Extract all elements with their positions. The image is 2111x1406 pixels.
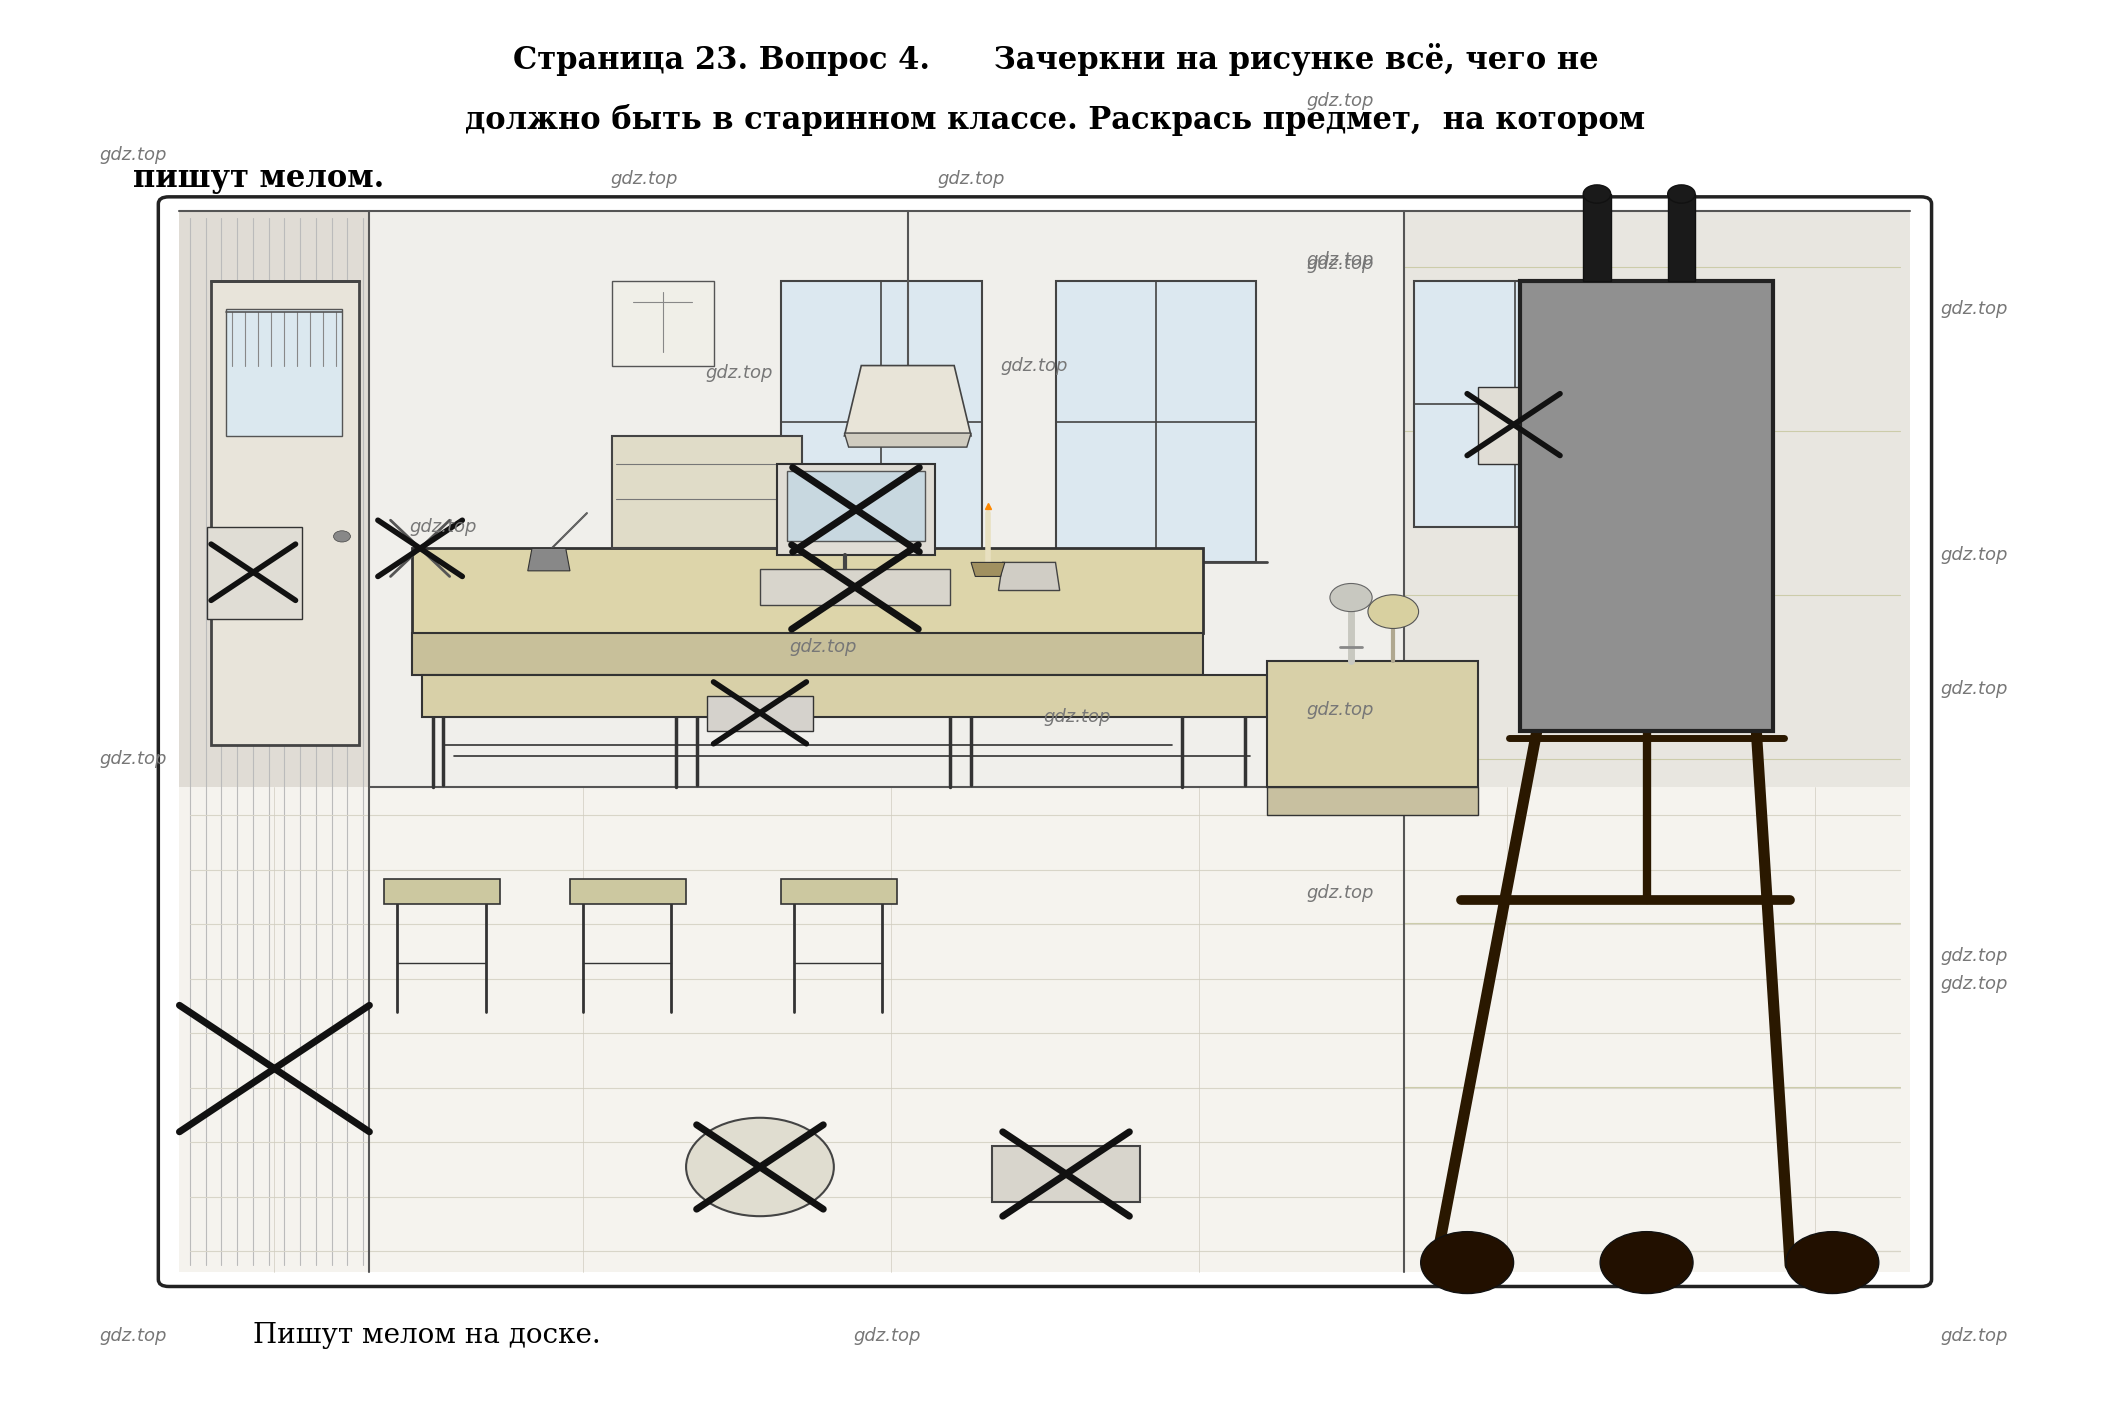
Text: gdz.top: gdz.top [1043, 709, 1110, 725]
Text: gdz.top: gdz.top [1940, 976, 2008, 993]
Text: gdz.top: gdz.top [99, 146, 167, 163]
Bar [787, 471, 925, 541]
Bar [1267, 787, 1478, 815]
Text: Страница 23. Вопрос 4.      Зачеркни на рисунке всё, чего не: Страница 23. Вопрос 4. Зачеркни на рисун… [513, 42, 1598, 76]
Text: gdz.top: gdz.top [1001, 357, 1068, 374]
Text: gdz.top: gdz.top [1940, 948, 2008, 965]
Polygon shape [412, 548, 1203, 633]
FancyBboxPatch shape [158, 197, 1932, 1286]
Bar [760, 569, 950, 605]
Text: gdz.top: gdz.top [1940, 301, 2008, 318]
Bar [777, 464, 935, 555]
Bar [211, 281, 359, 745]
Text: gdz.top: gdz.top [1307, 93, 1374, 110]
Text: gdz.top: gdz.top [1307, 256, 1374, 273]
Bar [207, 527, 302, 619]
Polygon shape [412, 633, 1203, 675]
Text: gdz.top: gdz.top [790, 638, 857, 655]
Polygon shape [844, 433, 971, 447]
Bar [1520, 281, 1773, 731]
Bar [1414, 281, 1615, 527]
Text: gdz.top: gdz.top [1307, 702, 1374, 718]
Circle shape [686, 1118, 834, 1216]
Circle shape [1368, 595, 1419, 628]
Text: gdz.top: gdz.top [1940, 547, 2008, 564]
Bar [1056, 281, 1256, 562]
Polygon shape [844, 366, 971, 436]
Polygon shape [999, 562, 1060, 591]
Polygon shape [422, 675, 1267, 717]
Text: gdz.top: gdz.top [99, 1327, 167, 1344]
Text: gdz.top: gdz.top [1940, 681, 2008, 697]
Polygon shape [971, 562, 1005, 576]
Text: gdz.top: gdz.top [610, 170, 678, 187]
Bar [992, 1146, 1140, 1202]
Bar [1267, 661, 1478, 787]
Text: пишут мелом.: пишут мелом. [133, 163, 384, 194]
Circle shape [1583, 186, 1611, 202]
Bar [612, 436, 802, 548]
Bar [1478, 387, 1552, 464]
Polygon shape [384, 879, 500, 904]
Text: Пишут мелом на доске.: Пишут мелом на доске. [253, 1322, 602, 1350]
Polygon shape [179, 787, 1910, 1272]
Polygon shape [1404, 211, 1910, 1272]
Bar [1668, 194, 1695, 281]
Text: gdz.top: gdz.top [853, 1327, 920, 1344]
Polygon shape [369, 211, 1404, 787]
Bar [1583, 194, 1611, 281]
Text: gdz.top: gdz.top [1307, 884, 1374, 901]
Text: gdz.top: gdz.top [410, 519, 477, 536]
Circle shape [1421, 1232, 1514, 1294]
Text: gdz.top: gdz.top [1307, 252, 1374, 269]
Text: должно быть в старинном классе. Раскрась предмет,  на котором: должно быть в старинном классе. Раскрась… [464, 104, 1647, 135]
Bar [612, 281, 714, 366]
Polygon shape [781, 879, 897, 904]
Text: gdz.top: gdz.top [1940, 1327, 2008, 1344]
Circle shape [334, 531, 350, 543]
Circle shape [1786, 1232, 1879, 1294]
Bar [226, 309, 342, 436]
Circle shape [1668, 186, 1695, 202]
Polygon shape [528, 548, 570, 571]
Text: gdz.top: gdz.top [99, 751, 167, 768]
Text: gdz.top: gdz.top [705, 364, 773, 381]
Bar [707, 696, 813, 731]
Circle shape [1330, 583, 1372, 612]
Text: gdz.top: gdz.top [937, 170, 1005, 187]
Bar [781, 281, 982, 562]
Circle shape [1600, 1232, 1693, 1294]
Polygon shape [570, 879, 686, 904]
Polygon shape [179, 211, 369, 1272]
